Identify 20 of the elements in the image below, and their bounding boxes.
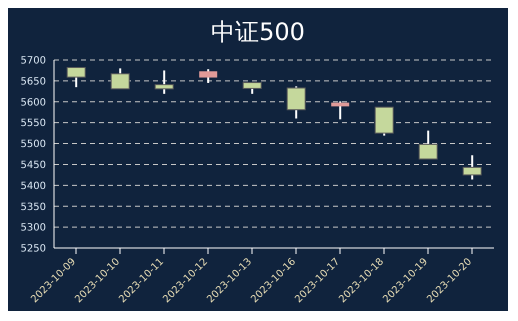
- y-tick-label: 5250: [20, 244, 46, 255]
- candlestick: [331, 100, 350, 120]
- y-tick-label: 5550: [20, 118, 46, 130]
- y-tick-label: 5600: [20, 97, 46, 108]
- y-tick-label: 5300: [20, 222, 46, 234]
- y-tick-label: 5650: [20, 76, 46, 88]
- y-tick-label: 5500: [20, 139, 46, 150]
- candlestick: [154, 69, 174, 95]
- y-tick-label: 5400: [20, 180, 46, 192]
- y-tick-label: 5700: [20, 56, 46, 67]
- y-tick-label: 5450: [20, 160, 46, 171]
- candlestick: [199, 68, 218, 84]
- candlestick: [462, 154, 482, 180]
- candlestick: [418, 130, 438, 160]
- y-tick-label: 5350: [20, 202, 46, 213]
- candlestick: [286, 85, 306, 120]
- chart-title: 中证500: [210, 17, 306, 48]
- candlestick: [66, 66, 86, 88]
- candlestick: [110, 67, 130, 90]
- candlestick: [242, 82, 262, 95]
